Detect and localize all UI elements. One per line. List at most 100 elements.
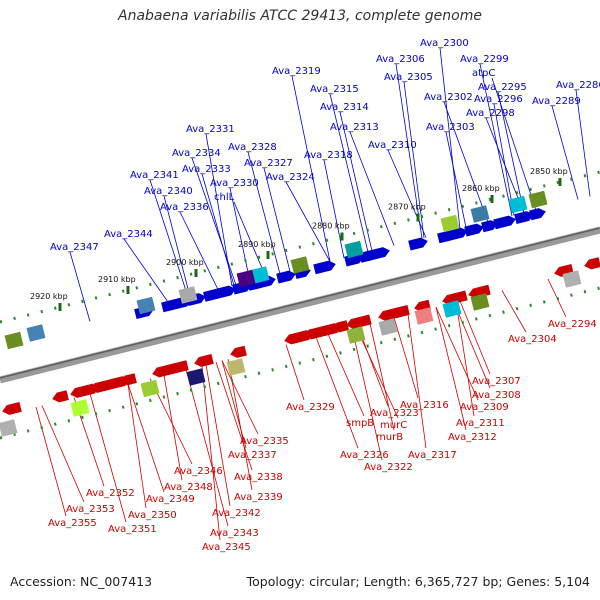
- reverse-gene-arrow: [90, 379, 113, 393]
- forward-gene-arrow: [161, 300, 178, 313]
- forward-gene-label: chlL: [214, 192, 235, 203]
- forward-gene-label: atpC: [472, 68, 495, 79]
- tick-label: 2870 kbp: [388, 203, 426, 212]
- forward-gene-arrow: [514, 211, 534, 225]
- reverse-gene-label: Ava_2322: [364, 462, 413, 473]
- cog-box: [470, 293, 490, 311]
- reverse-gene-label: Ava_2345: [202, 542, 251, 553]
- forward-gene-label: Ava_2310: [368, 140, 417, 151]
- map-title: Anabaena variabilis ATCC 29413, complete…: [118, 8, 482, 24]
- reverse-gene-label: Ava_2337: [228, 450, 277, 461]
- reverse-leader-line: [127, 383, 147, 509]
- reverse-leader-line: [407, 313, 427, 449]
- forward-leader-line: [123, 238, 169, 303]
- forward-gene-arrow: [493, 215, 516, 230]
- reverse-leader-line: [41, 405, 85, 503]
- reverse-leader-line: [163, 374, 183, 481]
- reverse-gene-arrow: [584, 257, 600, 270]
- cog-box: [4, 331, 24, 350]
- reverse-leader-line: [35, 406, 67, 517]
- forward-leader-line: [163, 195, 191, 297]
- forward-gene-labels: Ava_2300 Ava_2306 Ava_2299 Ava_2319 atpC Ava_…: [50, 38, 600, 253]
- forward-leader-line: [69, 251, 91, 322]
- reverse-leader-line: [369, 323, 395, 431]
- cog-box: [26, 324, 46, 342]
- forward-gene-label: Ava_2330: [210, 178, 259, 189]
- cog-box: [250, 266, 270, 284]
- reverse-gene-label: Ava_2350: [128, 510, 177, 521]
- forward-gene-arrow: [213, 285, 236, 300]
- reverse-leader-line: [215, 361, 253, 471]
- reverse-gene-label: Ava_2317: [408, 450, 457, 461]
- forward-leader-line: [263, 167, 291, 272]
- reverse-leader-line: [201, 365, 221, 541]
- forward-gene-label: Ava_2305: [384, 72, 433, 83]
- cog-box: [346, 326, 366, 344]
- reverse-gene-label: Ava_2316: [400, 400, 449, 411]
- tick-label: 2910 kbp: [98, 275, 136, 284]
- tick-label: 2900 kbp: [166, 258, 204, 267]
- reverse-gene-label: Ava_2343: [210, 528, 259, 539]
- reverse-gene-label: Ava_2329: [286, 402, 335, 413]
- reverse-gene-label: Ava_2353: [66, 504, 115, 515]
- forward-leader-line: [387, 149, 427, 238]
- tick-label: 2920 kbp: [30, 292, 68, 301]
- forward-gene-arrow: [464, 223, 484, 237]
- reverse-gene-label: Ava_2339: [234, 492, 283, 503]
- reverse-leader-line: [455, 301, 475, 417]
- forward-leader-line: [575, 89, 591, 197]
- cog-box: [470, 205, 490, 223]
- reverse-gene-arrow: [70, 383, 96, 398]
- cog-box: [562, 270, 582, 288]
- forward-gene-label: Ava_2299: [460, 54, 509, 65]
- label-leader-lines: [35, 47, 591, 541]
- cog-box: [508, 195, 528, 214]
- forward-leader-line: [439, 47, 461, 230]
- genome-stats-label: Topology: circular; Length: 6,365,727 bp…: [246, 574, 590, 589]
- tick-label: 2850 kbp: [530, 167, 568, 176]
- forward-gene-label: Ava_2331: [186, 124, 235, 135]
- accession-label: Accession: NC_007413: [10, 574, 153, 589]
- forward-leader-line: [551, 105, 579, 200]
- forward-leader-line: [349, 131, 395, 246]
- forward-gene-arrow: [313, 260, 336, 275]
- reverse-gene-label: Ava_2307: [472, 376, 521, 387]
- forward-gene-arrow: [203, 289, 220, 302]
- backbone-highlight: [0, 227, 600, 379]
- forward-leader-line: [493, 103, 515, 216]
- reverse-gene-label: Ava_2342: [212, 508, 261, 519]
- forward-gene-label: Ava_2319: [272, 66, 321, 77]
- reverse-gene-label: Ava_2309: [460, 402, 509, 413]
- reverse-gene-label: Ava_2326: [340, 450, 389, 461]
- genome-backbone: [0, 226, 600, 384]
- forward-gene-arrow: [481, 220, 498, 233]
- forward-gene-label: Ava_2336: [160, 202, 209, 213]
- reverse-gene-arrow: [230, 345, 247, 358]
- forward-gene-label: Ava_2314: [320, 102, 369, 113]
- reverse-leader-line: [351, 327, 383, 461]
- reverse-leader-line: [205, 364, 231, 507]
- forward-leader-line: [443, 101, 489, 223]
- cog-box: [236, 269, 256, 288]
- reverse-leader-line: [435, 306, 467, 431]
- forward-gene-label: Ava_2340: [144, 186, 193, 197]
- forward-leader-line: [233, 201, 267, 278]
- cog-box: [70, 399, 90, 417]
- reverse-gene-label: Ava_2294: [548, 319, 597, 330]
- forward-leader-line: [395, 63, 423, 239]
- forward-gene-label: Ava_2300: [420, 38, 469, 49]
- forward-leader-line: [323, 159, 345, 259]
- reverse-leader-line: [393, 317, 419, 399]
- reverse-leader-line: [127, 383, 165, 493]
- cog-box: [140, 379, 160, 398]
- reverse-gene-label: murB: [376, 432, 403, 443]
- reverse-leader-line: [315, 336, 359, 449]
- forward-leader-line: [403, 81, 425, 239]
- cog-box: [178, 286, 198, 304]
- forward-gene-label: Ava_2296: [474, 94, 523, 105]
- cog-box: [226, 358, 246, 376]
- forward-gene-arrow: [529, 208, 546, 221]
- reverse-gene-label: murC: [380, 420, 407, 431]
- reverse-gene-label: Ava_2355: [48, 518, 97, 529]
